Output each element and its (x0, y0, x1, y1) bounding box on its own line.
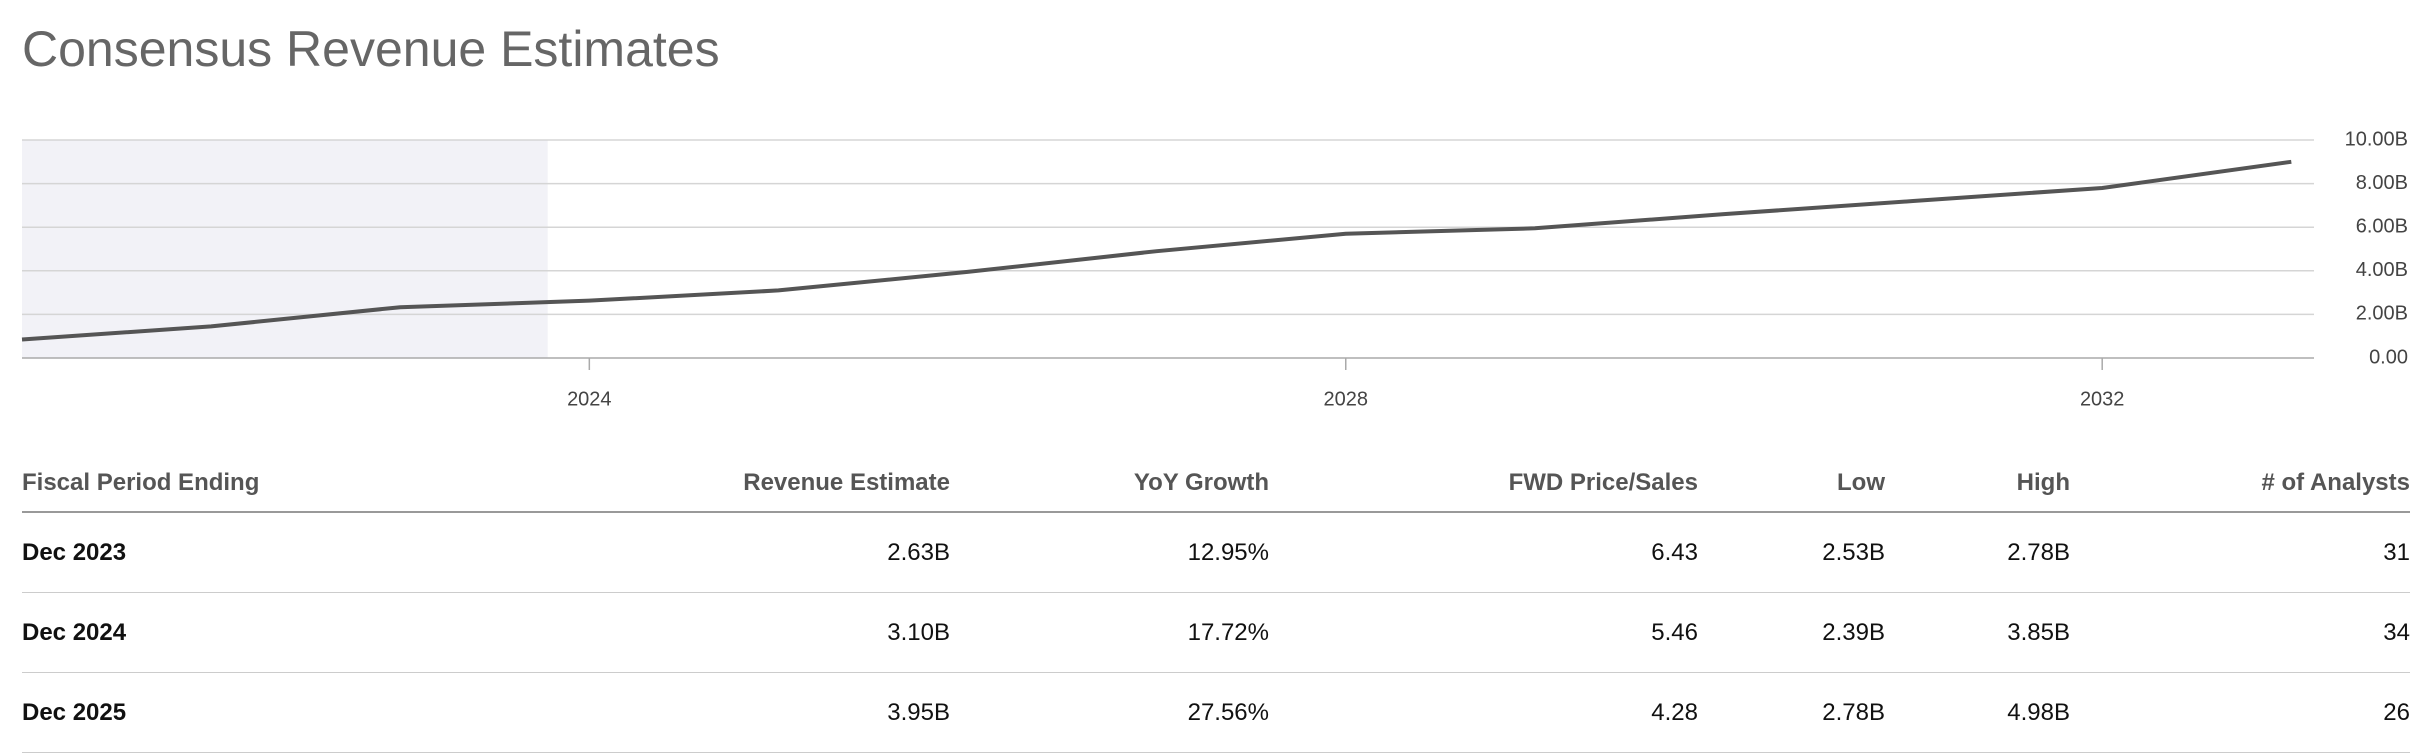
column-header: Fiscal Period Ending (22, 455, 422, 513)
shaded-region (22, 140, 548, 358)
y-tick-label: 2.00B (2356, 303, 2408, 325)
table-cell: 34 (2070, 592, 2410, 673)
header-row: Fiscal Period Ending Revenue Estimate YoY … (22, 455, 2410, 513)
table-row: Dec 2025 3.95B 27.56% 4.28 2.78B 4.98B 26 (22, 672, 2410, 753)
title: Consensus Revenue Estimates (22, 21, 720, 77)
column-header: High (1885, 455, 2070, 513)
column-header: Low (1698, 455, 1885, 513)
table-cell: 31 (2070, 512, 2410, 593)
table-cell: 2.78B (1885, 512, 2070, 593)
table-cell: 4.98B (1885, 672, 2070, 753)
y-tick-label: 8.00B (2356, 172, 2408, 194)
table-cell: 26 (2070, 672, 2410, 753)
table-cell: 5.46 (1269, 592, 1698, 673)
table-cell: 2.39B (1698, 592, 1885, 673)
x-tick-label: 2024 (567, 388, 612, 410)
table-cell: Dec 2023 (22, 512, 422, 593)
table-body: Dec 2023 2.63B 12.95% 6.43 2.53B 2.78B 31 Dec 2… (22, 512, 2410, 753)
x-tick-label: 2028 (1324, 388, 1369, 410)
table-cell: Dec 2024 (22, 592, 422, 673)
table-cell: 3.95B (422, 672, 950, 753)
y-tick-label: 6.00B (2356, 215, 2408, 237)
table-cell: 3.85B (1885, 592, 2070, 673)
table-cell: 6.43 (1269, 512, 1698, 593)
table-cell: 17.72% (950, 592, 1269, 673)
table-cell: Dec 2025 (22, 672, 422, 753)
series-line (21, 159, 2292, 342)
column-header: # of Analysts (2070, 455, 2410, 513)
estimates-table: Fiscal Period Ending Revenue Estimate YoY … (22, 455, 2410, 753)
column-header: FWD Price/Sales (1269, 455, 1698, 513)
table-cell: 12.95% (950, 512, 1269, 593)
table-cell: 2.53B (1698, 512, 1885, 593)
table-cell: 4.28 (1269, 672, 1698, 753)
y-tick-label: 10.00B (2345, 128, 2408, 150)
table-cell: 2.78B (1698, 672, 1885, 753)
table-row: Dec 2023 2.63B 12.95% 6.43 2.53B 2.78B 31 (22, 512, 2410, 593)
table-cell: 2.63B (422, 512, 950, 593)
y-tick-label: 0.00 (2369, 346, 2408, 368)
column-header: Revenue Estimate (422, 455, 950, 513)
table-row: Dec 2024 3.10B 17.72% 5.46 2.39B 3.85B 34 (22, 592, 2410, 673)
x-tick-label: 2032 (2080, 388, 2125, 410)
y-tick-label: 4.00B (2356, 259, 2408, 281)
chart: 0.00 2.00B 4.00B 6.00B 8.00B 10.00B 2024 2028 20… (21, 128, 2408, 410)
table-cell: 3.10B (422, 592, 950, 673)
column-header: YoY Growth (950, 455, 1269, 513)
table-cell: 27.56% (950, 672, 1269, 753)
